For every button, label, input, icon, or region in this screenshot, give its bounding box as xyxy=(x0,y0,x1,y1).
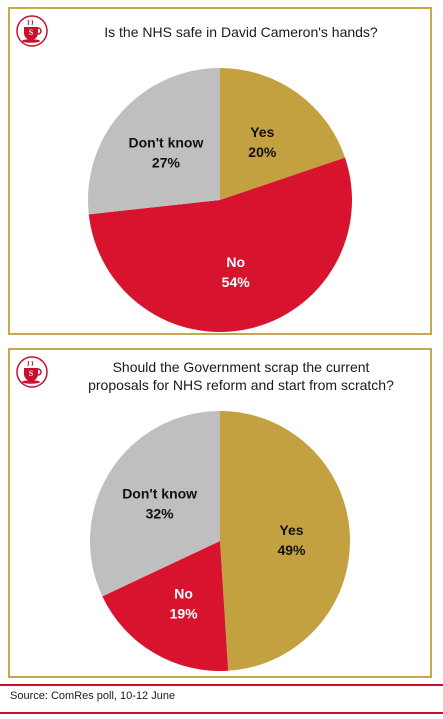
teacup-logo-icon: S xyxy=(16,356,48,388)
svg-text:S: S xyxy=(29,28,34,37)
chart-panel-nhs-reform: S Should the Government scrap the curren… xyxy=(8,348,432,678)
pie-slice-don-t-know xyxy=(89,411,220,597)
chart-title: Should the Government scrap the current … xyxy=(60,358,422,394)
pie-slice-no xyxy=(102,541,229,671)
pie-chart-1: Yes 20% No 54% Don't know 27% xyxy=(88,68,352,333)
slice-label: Yes xyxy=(279,522,303,538)
slice-value: 19% xyxy=(170,606,199,622)
teacup-logo-icon: S xyxy=(16,15,48,47)
svg-text:S: S xyxy=(29,369,34,378)
pie-slice-don-t-know xyxy=(88,68,220,215)
footer-divider-bottom xyxy=(0,712,443,714)
pie-slice-yes xyxy=(220,411,350,671)
pie-chart-2: Yes 49% No 19% Don't know 32% xyxy=(89,411,350,671)
chart-title: Is the NHS safe in David Cameron's hands… xyxy=(104,24,378,40)
slice-label: Yes xyxy=(250,124,274,140)
slice-value: 32% xyxy=(146,506,175,522)
slice-label: No xyxy=(226,254,245,270)
pie-slice-no xyxy=(88,157,352,333)
slice-label: Don't know xyxy=(122,486,197,502)
slice-value: 20% xyxy=(248,144,277,160)
source-note: Source: ComRes poll, 10-12 June xyxy=(10,690,176,702)
pie-slice-yes xyxy=(220,68,346,200)
chart-title-line-1: Should the Government scrap the current xyxy=(112,359,370,375)
slice-value: 27% xyxy=(152,155,181,171)
slice-label: No xyxy=(174,586,193,602)
slice-value: 49% xyxy=(277,542,306,558)
footer-divider-top xyxy=(0,684,443,686)
slice-value: 54% xyxy=(222,274,251,290)
chart-panel-nhs-safe: S Is the NHS safe in David Cameron's han… xyxy=(8,7,432,335)
slice-label: Don't know xyxy=(129,135,204,151)
chart-title-line-2: proposals for NHS reform and start from … xyxy=(88,377,394,393)
